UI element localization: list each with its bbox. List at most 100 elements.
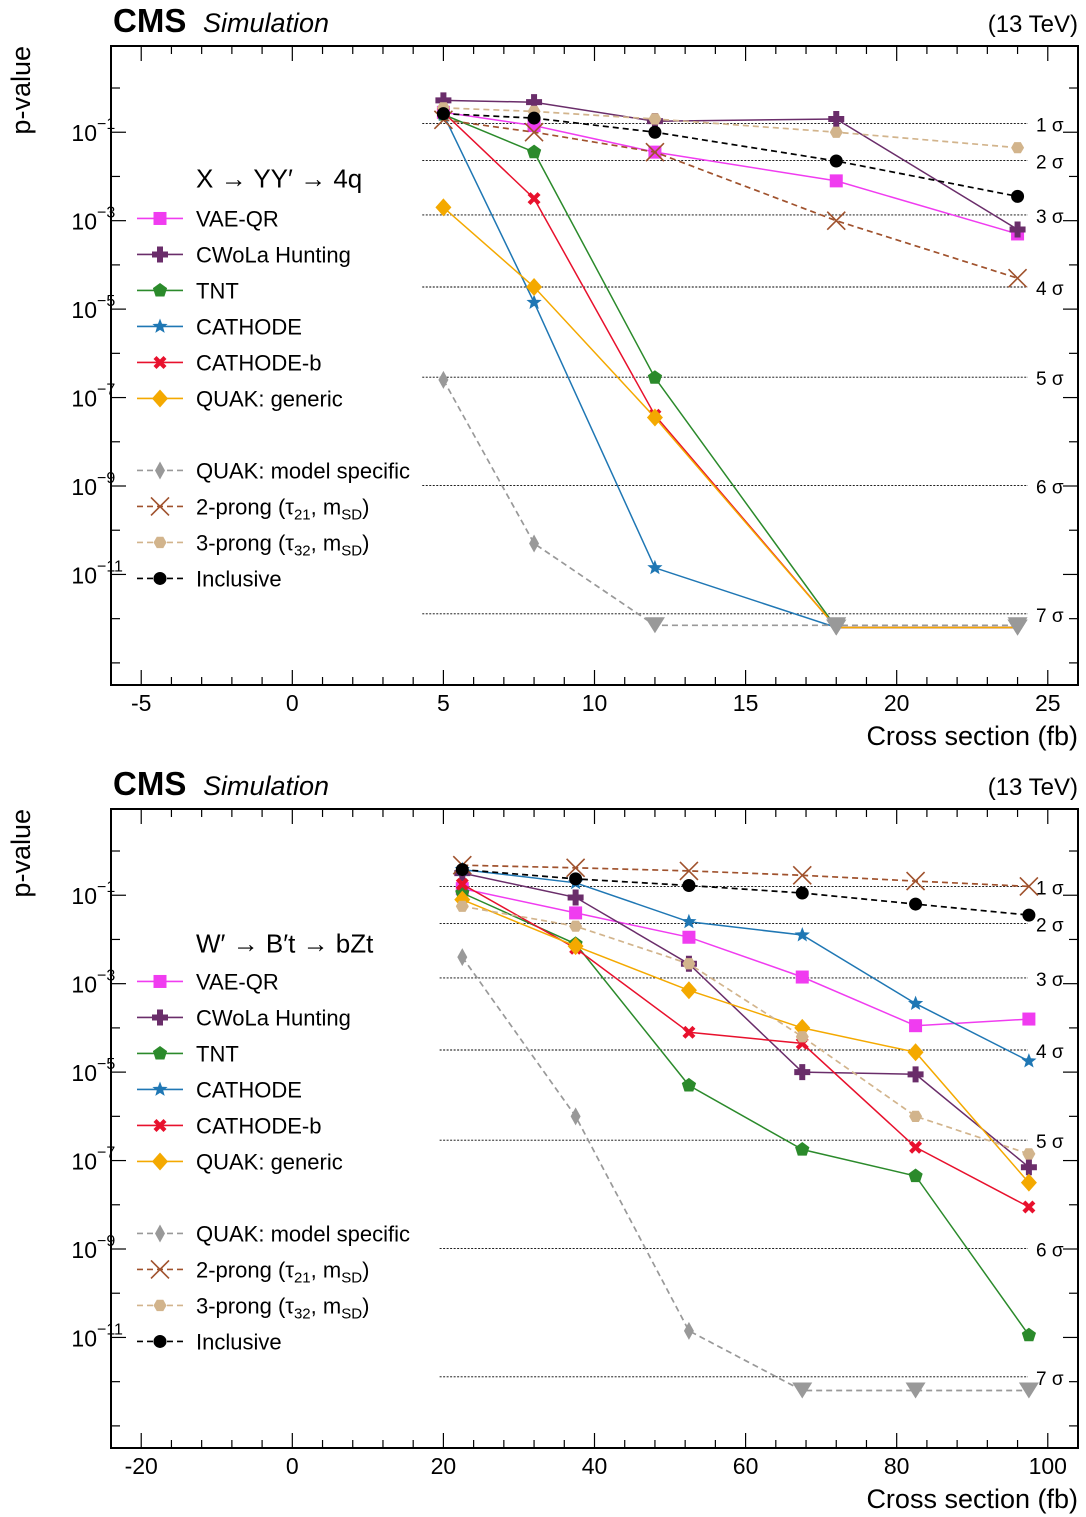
legend-label: Inclusive	[196, 1329, 282, 1354]
y-tick-exponent: −9	[97, 1233, 115, 1250]
status-label: Simulation	[203, 8, 329, 38]
sigma-label: 4 σ	[1036, 1042, 1064, 1063]
legend-item: 3-prong (τ32, mSD)	[137, 530, 369, 559]
series-line	[442, 114, 1018, 629]
series-line	[442, 206, 1018, 629]
data-point	[567, 889, 584, 906]
x-tick-label: 40	[582, 1453, 608, 1479]
data-point	[905, 1382, 926, 1399]
series-2	[436, 107, 1028, 636]
data-point	[457, 948, 468, 967]
legend-marker	[153, 974, 167, 988]
sigma-label: 1 σ	[1036, 878, 1064, 899]
data-point	[681, 913, 697, 929]
data-point	[455, 877, 469, 891]
energy-label: (13 TeV)	[988, 774, 1078, 801]
y-tick-label: 10	[71, 120, 97, 146]
legend-marker	[152, 283, 168, 297]
data-point	[795, 1031, 809, 1043]
legend-item: Inclusive	[137, 566, 282, 591]
chart-top: CMS Simulation (13 TeV) 1 σ 2 σ 3 σ 4 σ 5 σ 6 σ 7…	[6, 2, 1079, 751]
y-tick-exponent: −5	[97, 293, 115, 310]
data-point	[527, 111, 541, 125]
legend-marker	[150, 1259, 170, 1280]
legend-label: CATHODE	[196, 1077, 302, 1102]
legend-item: CATHODE-b	[137, 1113, 322, 1138]
legend-item: Inclusive	[137, 1329, 282, 1354]
x-tick-label: 80	[884, 1453, 910, 1479]
legend-item: 3-prong (τ32, mSD)	[137, 1293, 369, 1322]
data-point	[680, 981, 697, 1000]
data-point	[1007, 268, 1028, 288]
sigma-label: 5 σ	[1036, 369, 1064, 390]
data-point	[829, 154, 843, 168]
x-tick-label: 25	[1035, 690, 1061, 716]
data-point	[1022, 1012, 1036, 1026]
data-point	[435, 92, 452, 109]
legend-item: CATHODE-b	[137, 350, 322, 375]
data-point	[682, 1025, 696, 1039]
y-tick-label: 10	[71, 883, 97, 909]
sigma-label: 6 σ	[1036, 1241, 1064, 1262]
data-point	[795, 886, 809, 900]
series-3	[454, 861, 1037, 1068]
data-point	[1009, 221, 1026, 238]
legend-label: VAE-QR	[196, 206, 279, 231]
y-tick-label: 10	[71, 972, 97, 998]
legend-item: CWoLa Hunting	[137, 1005, 351, 1030]
data-point	[909, 1110, 923, 1122]
data-point	[569, 920, 583, 932]
data-point	[646, 408, 663, 427]
y-tick-exponent: −5	[97, 1056, 115, 1073]
legend-marker	[152, 318, 168, 333]
data-point	[435, 198, 452, 217]
legend-marker	[155, 1224, 165, 1243]
legend-marker	[152, 1009, 168, 1026]
series-8	[455, 900, 1036, 1160]
data-point	[794, 1064, 811, 1081]
series-8	[436, 102, 1025, 154]
data-point	[645, 142, 665, 162]
series-2	[455, 885, 1036, 1342]
data-point	[1011, 189, 1025, 203]
data-point	[644, 617, 665, 634]
series-line	[461, 956, 1029, 1392]
legend-item: TNT	[137, 1041, 239, 1066]
series-line	[462, 905, 1030, 1155]
y-tick-label: 10	[71, 1060, 97, 1086]
y-tick-label: 10	[71, 474, 97, 500]
data-point	[526, 144, 542, 159]
legend-item: QUAK: model specific	[137, 458, 410, 483]
data-point	[1020, 1159, 1037, 1176]
legend-marker	[152, 246, 168, 263]
legend-marker	[153, 211, 167, 225]
y-tick-exponent: −7	[97, 382, 115, 399]
legend-item: QUAK: generic	[137, 1149, 343, 1174]
series-4	[436, 105, 1028, 636]
legend-label: 3-prong (τ32, mSD)	[196, 1293, 369, 1322]
legend-item: QUAK: model specific	[137, 1221, 410, 1246]
legend-label: QUAK: generic	[196, 1149, 343, 1174]
data-point	[908, 1168, 923, 1183]
data-point	[524, 122, 544, 142]
data-point	[1021, 1327, 1036, 1342]
y-axis-label: p-value	[6, 809, 36, 898]
series-line	[462, 887, 1029, 1027]
x-tick-label: 20	[431, 1453, 457, 1479]
series-line	[443, 113, 1018, 629]
series-line	[461, 883, 1030, 1208]
data-point	[682, 879, 696, 893]
data-point	[648, 113, 662, 125]
y-tick-exponent: −11	[97, 1321, 123, 1338]
data-point	[526, 278, 543, 297]
legend-marker	[150, 496, 170, 517]
data-point	[1020, 1173, 1037, 1192]
y-tick-exponent: −9	[97, 470, 115, 487]
legend-label: VAE-QR	[196, 969, 279, 994]
series-line	[462, 872, 1030, 1168]
process-label: W′ → B′t → bZt	[196, 929, 374, 959]
data-point	[570, 1107, 581, 1126]
data-point	[792, 865, 812, 885]
y-tick-label: 10	[71, 562, 97, 588]
data-point	[826, 211, 846, 231]
